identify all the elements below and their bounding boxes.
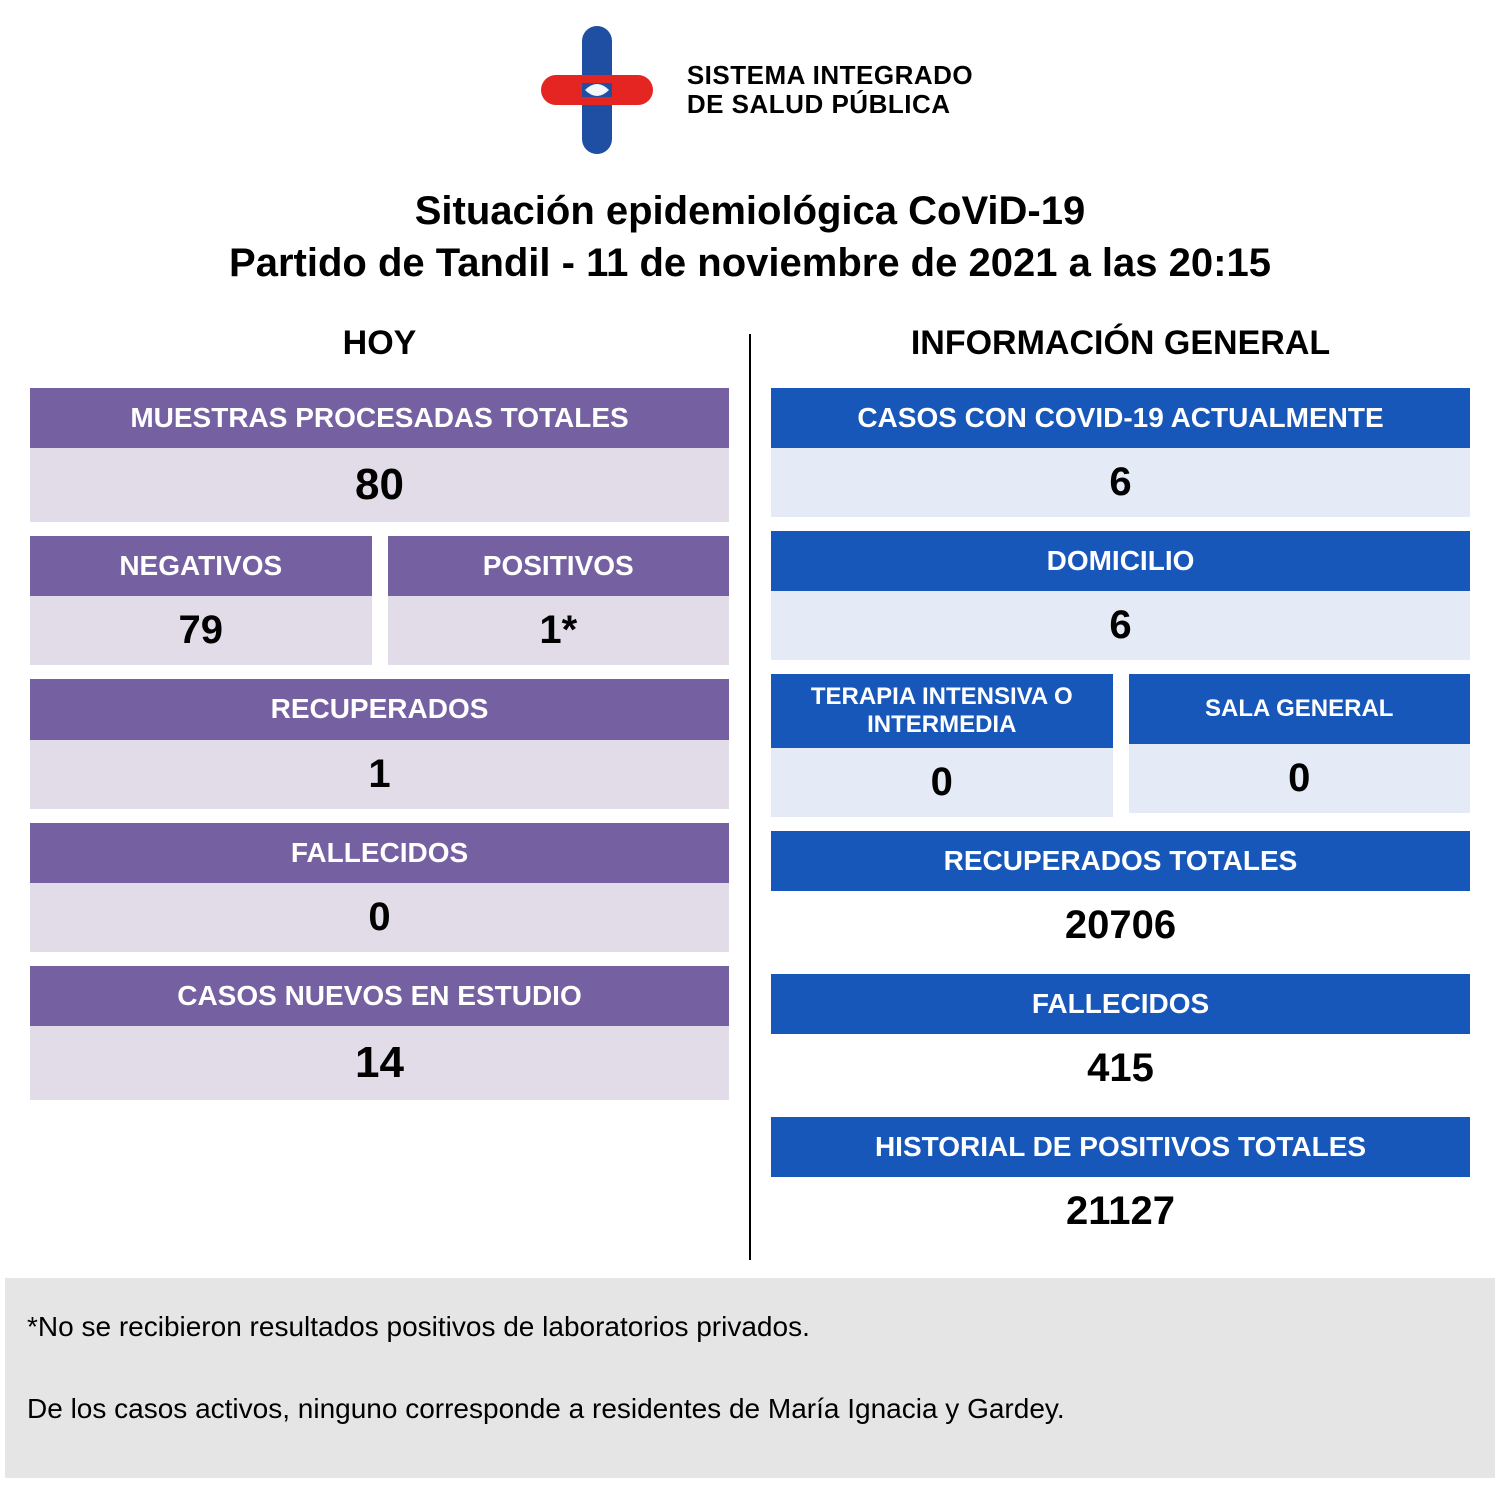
stat-positives-label: POSITIVOS bbox=[388, 536, 730, 596]
stat-negatives-label: NEGATIVOS bbox=[30, 536, 372, 596]
logo-text-line2: DE SALUD PÚBLICA bbox=[687, 90, 973, 119]
stat-negatives: NEGATIVOS 79 bbox=[30, 536, 372, 665]
icu-ward-row: TERAPIA INTENSIVA O INTERMEDIA 0 SALA GE… bbox=[771, 674, 1470, 816]
stat-positives-value: 1* bbox=[388, 596, 730, 665]
stat-current-cases-value: 6 bbox=[771, 448, 1470, 517]
stat-processed-value: 80 bbox=[30, 448, 729, 522]
logo-text: SISTEMA INTEGRADO DE SALUD PÚBLICA bbox=[687, 61, 973, 118]
stat-recovered-total: RECUPERADOS TOTALES 20706 bbox=[771, 831, 1470, 960]
stat-ward-value: 0 bbox=[1129, 744, 1471, 813]
title-line-1: Situación epidemiológica CoViD-19 bbox=[229, 185, 1271, 237]
stat-deaths-today-label: FALLECIDOS bbox=[30, 823, 729, 883]
left-column: HOY MUESTRAS PROCESADAS TOTALES 80 NEGAT… bbox=[10, 319, 749, 1260]
stat-processed-label: MUESTRAS PROCESADAS TOTALES bbox=[30, 388, 729, 448]
stat-home-label: DOMICILIO bbox=[771, 531, 1470, 591]
stat-icu-value: 0 bbox=[771, 748, 1113, 817]
stat-positives-total-value: 21127 bbox=[771, 1177, 1470, 1246]
stat-icu: TERAPIA INTENSIVA O INTERMEDIA 0 bbox=[771, 674, 1113, 816]
stat-home: DOMICILIO 6 bbox=[771, 531, 1470, 660]
stat-ward-label: SALA GENERAL bbox=[1129, 674, 1471, 744]
stat-negatives-value: 79 bbox=[30, 596, 372, 665]
right-column-header: INFORMACIÓN GENERAL bbox=[771, 324, 1470, 363]
footer-note-1: *No se recibieron resultados positivos d… bbox=[27, 1306, 1473, 1348]
footer-note: *No se recibieron resultados positivos d… bbox=[5, 1278, 1495, 1478]
infographic-container: SISTEMA INTEGRADO DE SALUD PÚBLICA Situa… bbox=[0, 20, 1500, 1478]
title-line-2: Partido de Tandil - 11 de noviembre de 2… bbox=[229, 237, 1271, 289]
logo-icon bbox=[527, 20, 667, 160]
stat-deaths-today-value: 0 bbox=[30, 883, 729, 952]
footer-note-2: De los casos activos, ninguno correspond… bbox=[27, 1388, 1473, 1430]
stat-current-cases-label: CASOS CON COVID-19 ACTUALMENTE bbox=[771, 388, 1470, 448]
neg-pos-row: NEGATIVOS 79 POSITIVOS 1* bbox=[30, 536, 729, 665]
stat-recovered-today-value: 1 bbox=[30, 740, 729, 809]
columns: HOY MUESTRAS PROCESADAS TOTALES 80 NEGAT… bbox=[10, 319, 1490, 1260]
stat-deaths-total-label: FALLECIDOS bbox=[771, 974, 1470, 1034]
logo-row: SISTEMA INTEGRADO DE SALUD PÚBLICA bbox=[527, 20, 973, 160]
stat-recovered-total-value: 20706 bbox=[771, 891, 1470, 960]
stat-positives: POSITIVOS 1* bbox=[388, 536, 730, 665]
stat-new-study: CASOS NUEVOS EN ESTUDIO 14 bbox=[30, 966, 729, 1100]
stat-home-value: 6 bbox=[771, 591, 1470, 660]
stat-recovered-today-label: RECUPERADOS bbox=[30, 679, 729, 739]
stat-recovered-today: RECUPERADOS 1 bbox=[30, 679, 729, 808]
left-column-header: HOY bbox=[30, 324, 729, 363]
stat-ward: SALA GENERAL 0 bbox=[1129, 674, 1471, 816]
stat-new-study-label: CASOS NUEVOS EN ESTUDIO bbox=[30, 966, 729, 1026]
stat-recovered-total-label: RECUPERADOS TOTALES bbox=[771, 831, 1470, 891]
stat-new-study-value: 14 bbox=[30, 1026, 729, 1100]
stat-icu-label: TERAPIA INTENSIVA O INTERMEDIA bbox=[771, 674, 1113, 747]
logo-text-line1: SISTEMA INTEGRADO bbox=[687, 61, 973, 90]
title-block: Situación epidemiológica CoViD-19 Partid… bbox=[229, 185, 1271, 289]
stat-positives-total: HISTORIAL DE POSITIVOS TOTALES 21127 bbox=[771, 1117, 1470, 1246]
stat-deaths-total-value: 415 bbox=[771, 1034, 1470, 1103]
stat-deaths-total: FALLECIDOS 415 bbox=[771, 974, 1470, 1103]
stat-positives-total-label: HISTORIAL DE POSITIVOS TOTALES bbox=[771, 1117, 1470, 1177]
stat-processed: MUESTRAS PROCESADAS TOTALES 80 bbox=[30, 388, 729, 522]
right-column: INFORMACIÓN GENERAL CASOS CON COVID-19 A… bbox=[751, 319, 1490, 1260]
stat-current-cases: CASOS CON COVID-19 ACTUALMENTE 6 bbox=[771, 388, 1470, 517]
stat-deaths-today: FALLECIDOS 0 bbox=[30, 823, 729, 952]
